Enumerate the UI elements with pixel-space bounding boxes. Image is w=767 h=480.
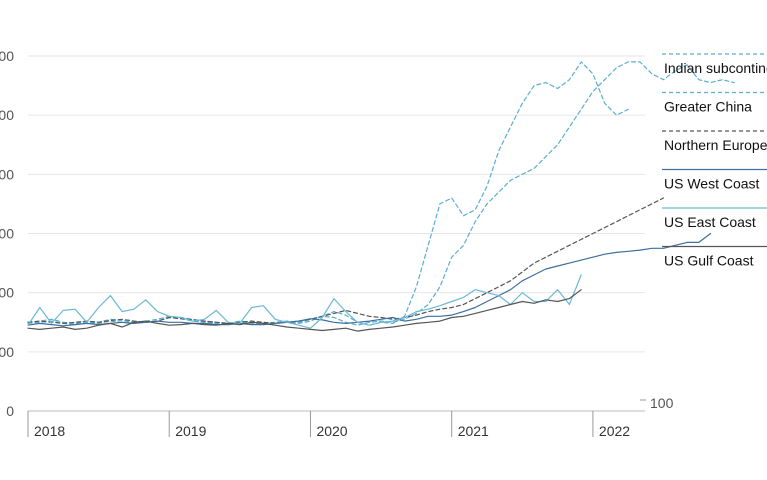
- legend-label: US Gulf Coast: [664, 253, 754, 269]
- x-tick-label: 2020: [316, 423, 347, 439]
- legend-label: Northern Europe: [664, 137, 767, 153]
- series-line-us-east-coast: [27, 274, 582, 329]
- y-tick-label: 00: [0, 48, 14, 64]
- x-tick-label: 2019: [175, 423, 206, 439]
- series-line-northern-europe: [27, 197, 665, 324]
- extra-axis: 100: [640, 395, 674, 411]
- y-tick-label: 00: [0, 226, 14, 242]
- series-line-indian-subcontinent: [27, 61, 735, 326]
- series-line-us-west-coast: [27, 232, 712, 327]
- extra-axis-label: 100: [650, 395, 674, 411]
- legend-label: Indian subcontinent: [664, 60, 767, 76]
- x-tick-label: 2018: [34, 423, 65, 439]
- x-tick-label: 2022: [599, 423, 630, 439]
- legend-label: US East Coast: [664, 214, 756, 230]
- series-line-greater-china: [27, 61, 629, 326]
- series-lines: [27, 61, 735, 332]
- legend-label: Greater China: [664, 99, 752, 115]
- series-line-us-gulf-coast: [27, 289, 582, 332]
- x-tick-label: 2021: [458, 423, 489, 439]
- x-axis: 2018 2019 2020 2021 2022: [27, 411, 630, 439]
- y-tick-label: 0: [6, 403, 14, 419]
- y-tick-label: 00: [0, 344, 14, 360]
- gridlines: [28, 55, 645, 412]
- y-tick-label: 00: [0, 285, 14, 301]
- y-tick-label: 00: [0, 166, 14, 182]
- y-tick-label: 00: [0, 107, 14, 123]
- legend-label: US West Coast: [664, 176, 760, 192]
- legend: Indian subcontinent Greater China Northern…: [662, 53, 767, 269]
